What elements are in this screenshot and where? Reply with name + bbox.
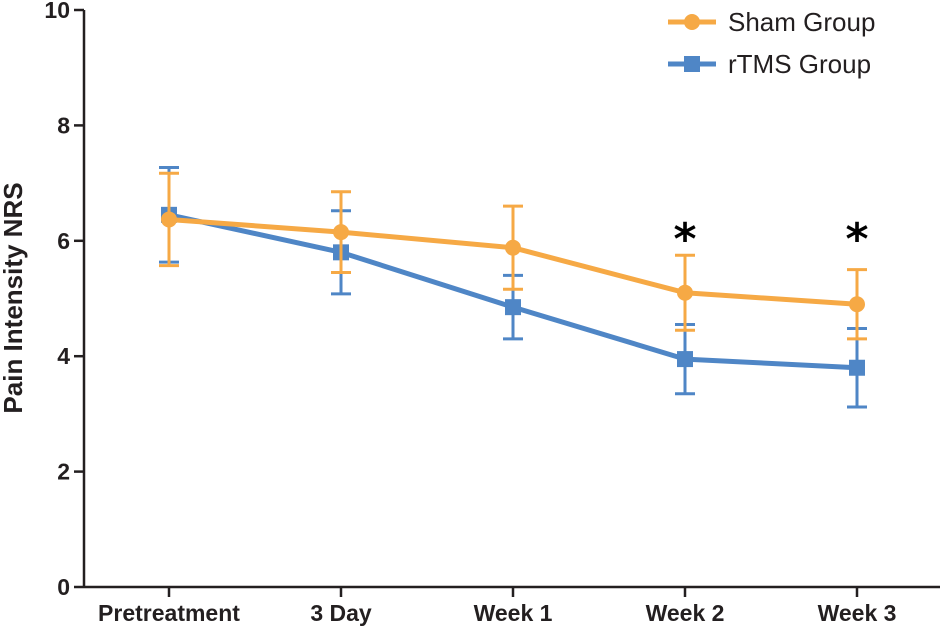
x-tick-label: Week 3	[818, 600, 897, 626]
data-point	[505, 299, 521, 316]
y-tick-label: 0	[57, 574, 70, 600]
y-tick-label: 6	[57, 228, 70, 254]
y-tick-label: 4	[57, 343, 70, 369]
series-layer	[159, 166, 867, 409]
significance-star: *	[845, 214, 868, 265]
y-ticks: 0 2 4 6 8 10	[44, 0, 84, 600]
legend-label: Sham Group	[728, 7, 875, 37]
x-tick-label: 3 Day	[310, 600, 372, 626]
y-axis-title: Pain Intensity NRS	[0, 182, 28, 413]
annotation-layer: * *	[673, 214, 868, 265]
data-point	[677, 284, 693, 301]
legend: Sham Group rTMS Group	[668, 7, 875, 79]
data-point	[849, 296, 865, 313]
series-sham-group	[159, 171, 867, 341]
data-point	[333, 224, 349, 241]
data-point	[849, 359, 865, 376]
data-point	[505, 239, 521, 256]
y-tick-label: 8	[57, 112, 70, 138]
data-point	[677, 351, 693, 368]
data-point	[161, 211, 177, 228]
x-tick-label: Week 2	[646, 600, 725, 626]
significance-star: *	[673, 214, 696, 265]
y-tick-label: 10	[44, 0, 70, 23]
legend-label: rTMS Group	[728, 49, 871, 79]
legend-marker	[684, 14, 700, 30]
x-ticks: Pretreatment 3 Day Week 1 Week 2 Week 3	[98, 587, 896, 626]
x-tick-label: Pretreatment	[98, 600, 240, 626]
legend-marker	[684, 56, 700, 72]
x-tick-label: Week 1	[474, 600, 553, 626]
y-tick-label: 2	[57, 459, 70, 485]
